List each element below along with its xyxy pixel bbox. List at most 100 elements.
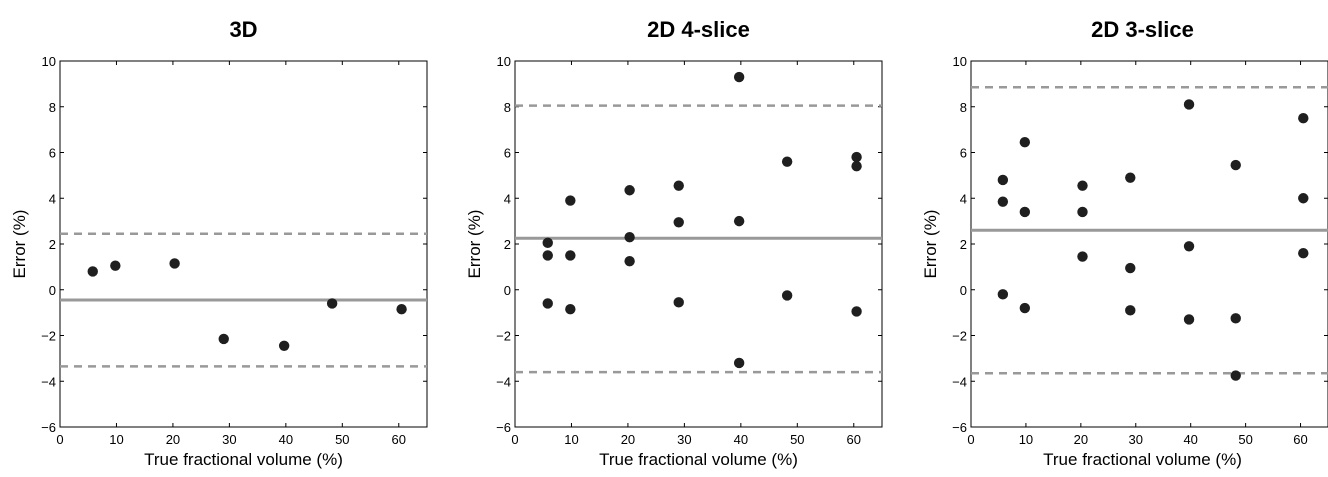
data-point — [1298, 112, 1309, 124]
chart-title: 2D 4-slice — [647, 17, 750, 42]
chart-title: 3D — [229, 17, 257, 42]
data-point — [1183, 241, 1195, 252]
y-tick-label: −2 — [41, 329, 56, 344]
data-point — [542, 237, 553, 249]
x-tick-label: 50 — [1238, 432, 1252, 447]
x-axis-label: True fractional volume (%) — [1043, 450, 1242, 469]
data-point — [1019, 302, 1031, 314]
y-tick-label: −4 — [41, 374, 56, 389]
data-point — [1298, 193, 1309, 204]
data-point — [851, 161, 862, 172]
x-tick-label: 0 — [511, 432, 518, 447]
x-tick-label: 40 — [734, 432, 748, 447]
y-tick-label: 8 — [960, 100, 967, 115]
y-tick-label: 2 — [960, 237, 967, 252]
x-tick-label: 20 — [166, 432, 180, 447]
x-tick-label: 50 — [790, 432, 804, 447]
data-point — [87, 266, 98, 277]
data-point — [624, 185, 635, 196]
x-tick-label: 0 — [967, 432, 974, 447]
x-tick-label: 30 — [1129, 432, 1143, 447]
data-point — [1019, 137, 1031, 148]
data-point — [1230, 159, 1241, 171]
y-tick-label: 0 — [504, 283, 511, 298]
y-tick-label: −6 — [496, 420, 511, 435]
data-point — [1183, 99, 1195, 110]
data-point — [1125, 305, 1136, 316]
data-point — [624, 231, 635, 243]
data-point — [673, 297, 684, 308]
y-tick-label: −2 — [952, 329, 967, 344]
data-point — [1077, 206, 1088, 218]
data-point — [326, 298, 338, 309]
data-point — [542, 250, 553, 261]
data-point — [1183, 314, 1195, 325]
data-point — [851, 151, 862, 163]
y-tick-label: 6 — [960, 146, 967, 161]
data-point — [781, 290, 793, 301]
x-tick-label: 50 — [335, 432, 349, 447]
data-point — [997, 196, 1009, 207]
y-tick-label: 2 — [504, 237, 511, 252]
x-axis-label: True fractional volume (%) — [144, 450, 343, 469]
data-point — [169, 258, 180, 269]
data-point — [1019, 206, 1031, 218]
x-tick-label: 10 — [1019, 432, 1033, 447]
data-point — [781, 156, 793, 167]
data-point — [624, 255, 635, 267]
y-tick-label: 10 — [953, 54, 967, 69]
x-tick-label: 60 — [1293, 432, 1307, 447]
x-tick-label: 10 — [564, 432, 578, 447]
x-tick-label: 20 — [1074, 432, 1088, 447]
y-tick-label: −6 — [952, 420, 967, 435]
data-point — [1077, 251, 1088, 262]
data-point — [565, 250, 576, 261]
y-tick-label: 8 — [49, 100, 56, 115]
data-point — [673, 180, 684, 191]
data-point — [673, 217, 684, 228]
data-point — [1125, 262, 1136, 274]
data-point — [1125, 172, 1136, 183]
x-tick-label: 40 — [1183, 432, 1197, 447]
data-point — [396, 303, 407, 315]
data-point — [565, 303, 576, 315]
data-point — [542, 298, 553, 309]
x-tick-label: 30 — [677, 432, 691, 447]
x-tick-label: 60 — [847, 432, 861, 447]
panel-2: −6 −4 −2 0 2 4 6 8 10 0 10 20 30 40 50 60 2D 4-slice True… — [465, 17, 883, 469]
y-tick-label: 10 — [42, 54, 56, 69]
y-tick-label: 4 — [49, 191, 56, 206]
y-axis-label: Error (%) — [921, 210, 940, 279]
x-tick-label: 10 — [109, 432, 123, 447]
x-tick-label: 0 — [56, 432, 63, 447]
y-tick-label: 4 — [960, 191, 967, 206]
y-tick-label: 2 — [49, 237, 56, 252]
y-tick-label: 6 — [504, 146, 511, 161]
data-point — [1230, 313, 1241, 324]
data-point — [997, 174, 1009, 186]
data-point — [565, 195, 576, 206]
x-tick-label: 20 — [621, 432, 635, 447]
data-point — [1077, 180, 1088, 191]
y-tick-label: 4 — [504, 191, 511, 206]
panel-1: −6 −4 −2 0 2 4 6 8 10 0 10 20 30 40 50 60 3D True fractio… — [10, 17, 428, 469]
x-tick-label: 60 — [392, 432, 406, 447]
data-point — [733, 357, 745, 369]
data-point — [1230, 370, 1241, 381]
data-point — [997, 289, 1009, 300]
y-tick-label: −4 — [496, 374, 511, 389]
y-tick-label: 8 — [504, 100, 511, 115]
chart-title: 2D 3-slice — [1091, 17, 1194, 42]
data-point — [110, 260, 121, 271]
data-point — [1298, 247, 1309, 259]
y-tick-label: −2 — [496, 329, 511, 344]
data-point — [278, 340, 290, 351]
y-axis-label: Error (%) — [465, 210, 484, 279]
x-tick-label: 30 — [222, 432, 236, 447]
x-tick-label: 40 — [279, 432, 293, 447]
y-tick-label: −6 — [41, 420, 56, 435]
plot-frame — [970, 60, 1328, 428]
y-tick-label: −4 — [952, 374, 967, 389]
y-tick-label: 10 — [497, 54, 511, 69]
panel-3: −6 −4 −2 0 2 4 6 8 10 0 10 20 30 40 50 60 2D 3-slice True… — [921, 17, 1328, 469]
